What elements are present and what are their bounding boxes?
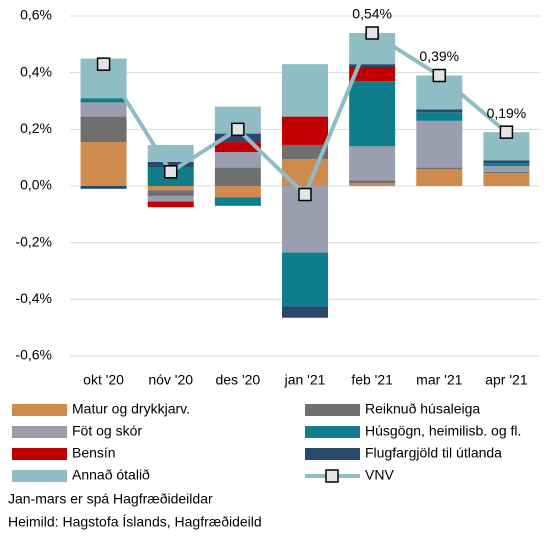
bar-segment [349,180,396,184]
bar-segment [214,167,261,186]
bar-segment [80,98,127,103]
y-tick-label: -0,2% [15,233,52,249]
bar-segment [282,64,328,117]
bar-segment [80,142,127,186]
legend-label: Húsgögn, heimilisb. og fl. [365,423,521,439]
legend-label: Matur og drykkjarv. [72,401,190,417]
x-tick-label: nóv '20 [148,372,193,388]
line-marker [298,187,312,202]
note: Heimild: Hagstofa Íslands, Hagfræðideild [8,514,262,530]
y-tick-label: -0,6% [15,347,52,363]
bar-segment [282,252,328,307]
x-tick-label: des '20 [215,372,260,388]
legend-label: VNV [365,467,394,483]
legend-swatch [12,426,67,438]
bar-segment [80,116,127,143]
bar-segment [349,67,396,82]
bar-segment [147,201,194,208]
bar-segment [483,173,530,186]
bar-segment [416,169,463,186]
x-tick-label: apr '21 [485,372,528,388]
bar-segment [282,306,328,318]
bar-segment [416,112,463,121]
legend-label: Reiknuð húsaleiga [365,401,480,417]
bar-segment [282,144,328,160]
legend-label: Föt og skór [72,423,142,439]
note: Jan-mars er spá Hagfræðideildar [8,491,213,507]
bar-segment [214,186,261,198]
legend-swatch [12,404,67,416]
bar-segment [147,195,194,202]
bar-segment [214,133,261,143]
bar-segment [147,161,194,168]
line-marker [499,125,514,139]
legend-swatch [305,448,360,460]
bar-segment [147,190,194,196]
line-marker [432,68,447,83]
bar-segment [483,166,530,172]
legend-swatch [305,426,360,438]
y-tick-label: 0,2% [20,120,52,136]
bar-segment [80,102,127,117]
bar-segment [214,152,261,168]
data-label: 0,19% [487,105,527,121]
bar-segment [349,183,396,186]
bar-segment [282,159,328,186]
line-marker [163,165,178,179]
bar-segment [483,160,530,164]
bar-segment [282,116,328,145]
legend-swatch [12,448,67,460]
bar-segment [147,186,194,191]
bar-segment [147,144,194,162]
legend-swatch [305,404,360,416]
y-tick-label: 0,4% [20,63,52,79]
legend-label: Flugfargjöld til útlanda [365,445,502,461]
bar-segment [483,163,530,167]
x-tick-label: feb '21 [351,372,393,388]
bar-segment [214,142,261,152]
line-marker [96,57,111,71]
y-tick-label: 0,6% [20,7,52,23]
bar-segment [349,64,396,67]
bar-segment [80,186,127,189]
x-tick-label: okt '20 [83,372,124,388]
data-label: 0,54% [352,6,392,22]
bar-segment [349,146,396,181]
line-marker [231,122,245,137]
line-marker [365,26,379,40]
legend-label: Bensín [72,445,116,461]
data-label: 0,39% [419,48,459,64]
x-tick-label: jan '21 [284,372,326,388]
legend-swatch [12,470,67,482]
bar-segment [349,81,396,147]
legend-marker [325,469,339,483]
y-tick-label: 0,0% [20,177,52,193]
bar-segment [416,120,463,168]
bar-segment [483,171,530,174]
bar-segment [416,109,463,113]
y-tick-label: -0,4% [15,290,52,306]
x-tick-label: mar '21 [416,372,462,388]
bar-segment [214,197,261,206]
bar-segment [416,167,463,169]
legend-label: Annað ótalið [72,467,150,483]
